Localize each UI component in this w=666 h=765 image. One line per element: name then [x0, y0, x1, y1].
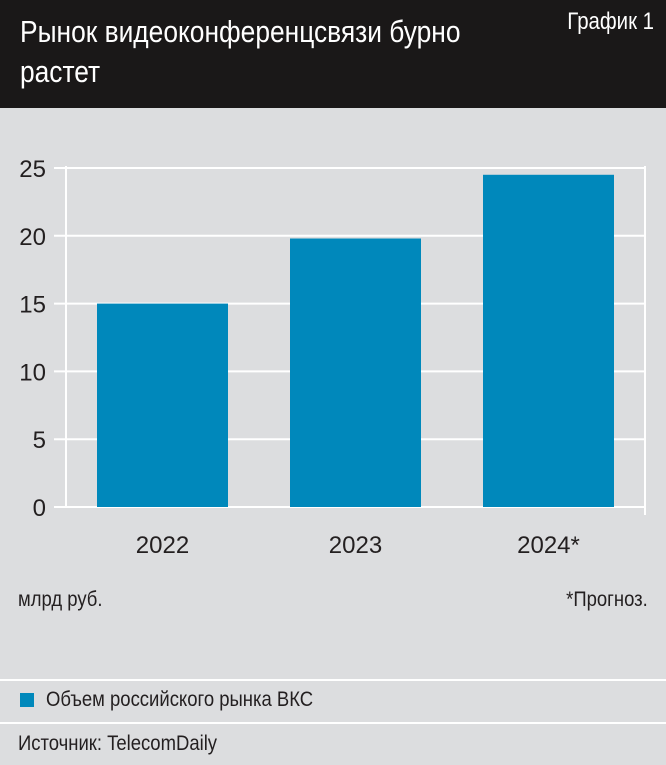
figure-label: График 1: [567, 8, 654, 35]
y-tick-label: 20: [19, 224, 46, 251]
bar-2024: [483, 174, 614, 507]
divider: [0, 679, 666, 681]
y-tick-label: 25: [19, 156, 46, 183]
bar-chart: 0 5 10 15 20 25 2022 2023 2024*: [19, 156, 646, 559]
y-tick-label: 5: [33, 427, 46, 454]
divider: [0, 722, 666, 724]
chart-title: Рынок видеоконференцсвязи бурно растет: [20, 14, 461, 89]
y-tick-label: 15: [19, 292, 46, 319]
x-tick-label: 2024*: [517, 532, 580, 559]
y-unit-label: млрд руб.: [18, 588, 103, 611]
header: Рынок видеоконференцсвязи бурно растет Г…: [0, 0, 666, 108]
bar-2022: [97, 303, 228, 507]
y-tick-label: 10: [19, 359, 46, 386]
bar-2023: [290, 238, 421, 507]
legend-swatch: [20, 693, 34, 707]
y-tick-label: 0: [33, 495, 46, 522]
legend-label: Объем российского рынка ВКС: [46, 688, 314, 711]
forecast-note: *Прогноз.: [566, 588, 648, 611]
x-tick-label: 2023: [329, 532, 382, 559]
x-tick-label: 2022: [136, 532, 189, 559]
source: Источник: TelecomDaily: [18, 732, 218, 755]
